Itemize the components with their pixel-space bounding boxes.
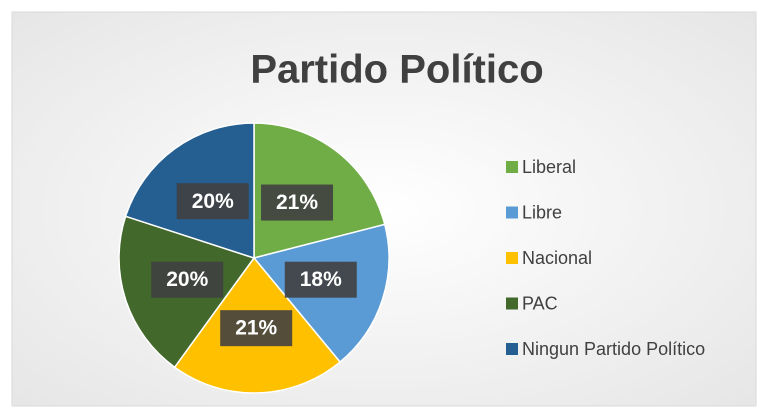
data-label: 21%	[235, 317, 277, 340]
legend-label: Libre	[522, 202, 562, 222]
data-label: 20%	[192, 190, 234, 213]
legend-label: PAC	[522, 293, 558, 313]
data-label-box	[151, 261, 224, 298]
legend-swatch	[506, 252, 518, 264]
legend-label: Liberal	[522, 157, 576, 177]
data-label-box	[220, 310, 293, 347]
legend-swatch	[506, 206, 518, 219]
data-label-box	[261, 184, 334, 221]
data-label: 21%	[276, 191, 318, 214]
data-label-box	[284, 261, 357, 298]
legend-label: Nacional	[522, 248, 592, 268]
legend-swatch	[506, 297, 518, 310]
data-label-box	[176, 183, 249, 220]
chart-title: Partido Político	[250, 48, 543, 92]
legend-swatch	[506, 343, 518, 355]
data-label: 18%	[300, 268, 342, 291]
legend-label: Ningun Partido Político	[522, 339, 705, 359]
data-label: 20%	[166, 268, 208, 291]
legend-swatch	[506, 161, 518, 173]
